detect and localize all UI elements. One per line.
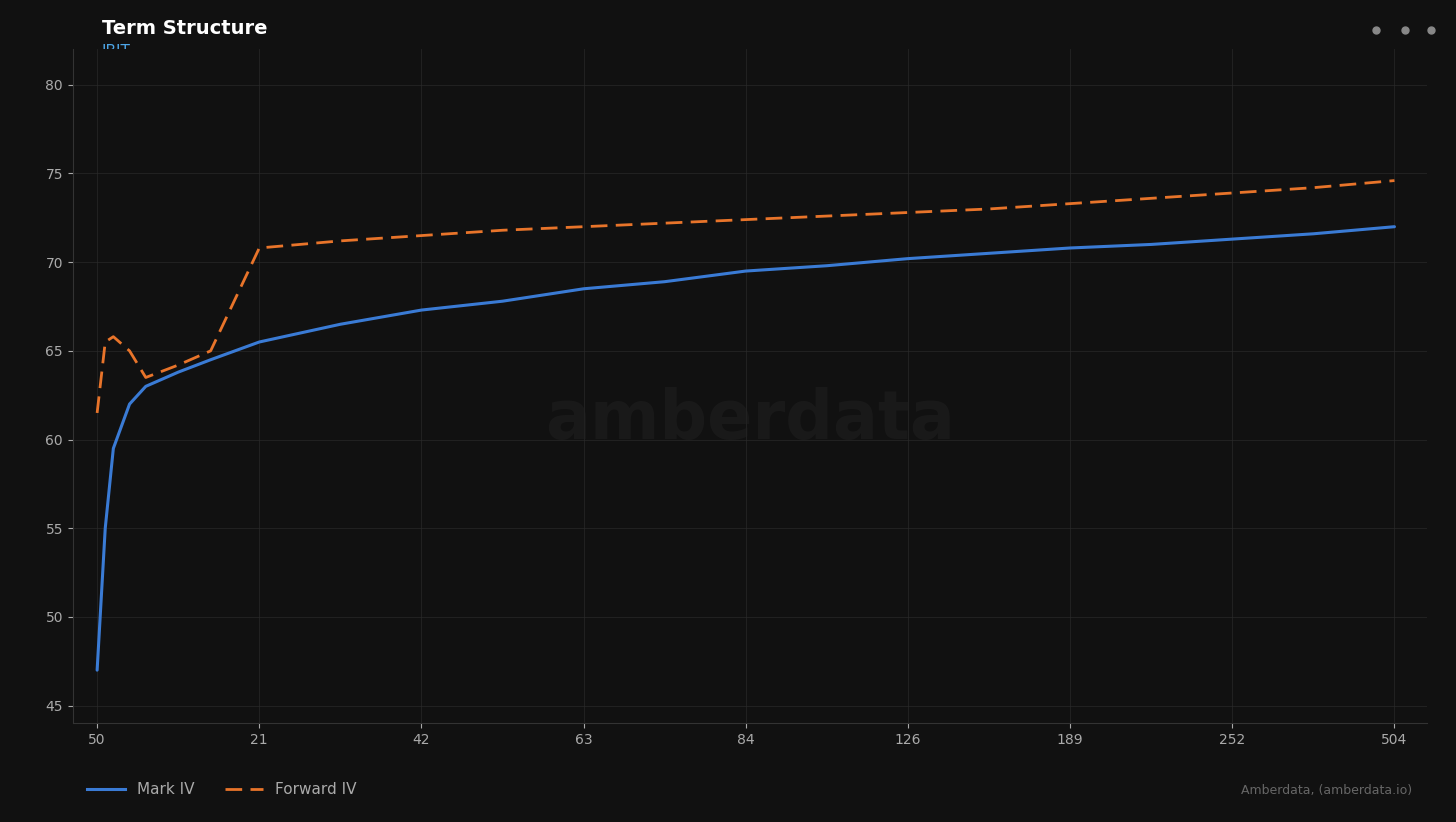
Text: IBIT: IBIT	[102, 44, 131, 59]
Legend: Mark IV, Forward IV: Mark IV, Forward IV	[80, 776, 363, 803]
Text: Term Structure: Term Structure	[102, 19, 268, 38]
Text: amberdata: amberdata	[545, 387, 955, 453]
Text: Amberdata, (amberdata.io): Amberdata, (amberdata.io)	[1241, 784, 1412, 797]
